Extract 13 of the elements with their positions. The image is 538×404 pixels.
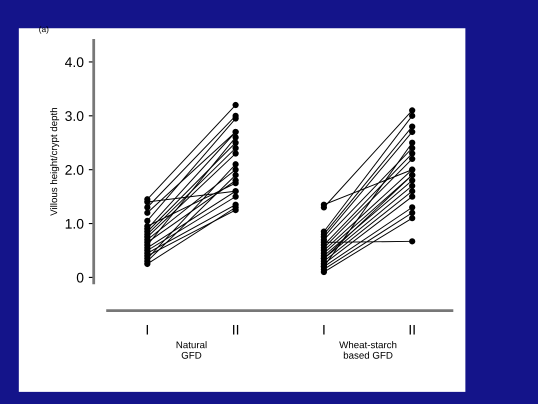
y-tick-label: 1.0 (66, 218, 84, 229)
x-tick-label: I (146, 324, 148, 335)
text: Natural GFD (176, 341, 206, 359)
x-tick-label: II (233, 324, 238, 335)
y-tick-label: 4.0 (65, 57, 84, 68)
x-tick-label: I (323, 324, 325, 335)
chart-title: (a) (39, 26, 48, 34)
y-tick-label: 3.0 (65, 111, 84, 121)
y-axis-title: Villous height/crypt depth (50, 108, 60, 216)
y-tick-label: 2.0 (65, 165, 84, 175)
x-tick-label: II (410, 324, 415, 335)
text: Wheat-starch based GFD (339, 341, 396, 359)
y-tick-label: 0 (76, 272, 84, 283)
